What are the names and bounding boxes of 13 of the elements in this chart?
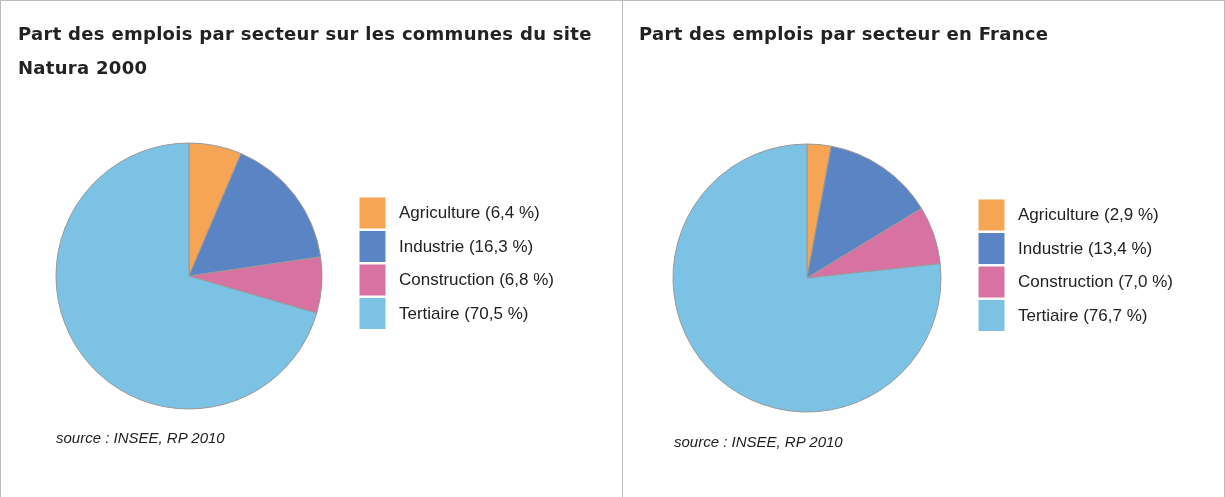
chart-title: Part des emplois par secteur en France bbox=[639, 22, 1050, 46]
source-note: source : INSEE, RP 2010 bbox=[56, 429, 226, 446]
legend-label: Tertiaire (70,5 %) bbox=[399, 303, 529, 323]
chart-title: Part des emplois par secteur sur les communes du site Natura 2000 bbox=[18, 22, 593, 80]
legend-label: Industrie (13,4 %) bbox=[1018, 238, 1153, 258]
legend-label: Industrie (16,3 %) bbox=[399, 236, 534, 256]
legend-label: Construction (7,0 %) bbox=[1018, 272, 1173, 291]
legend-label: Agriculture (2,9 %) bbox=[1018, 205, 1159, 224]
source-note: source : INSEE, RP 2010 bbox=[674, 433, 844, 450]
legend-label: Tertiaire (76,7 %) bbox=[1018, 305, 1148, 325]
legend-label: Agriculture (6,4 %) bbox=[399, 203, 540, 222]
pie-slice bbox=[672, 143, 942, 413]
legend-label: Construction (6,8 %) bbox=[399, 270, 554, 289]
